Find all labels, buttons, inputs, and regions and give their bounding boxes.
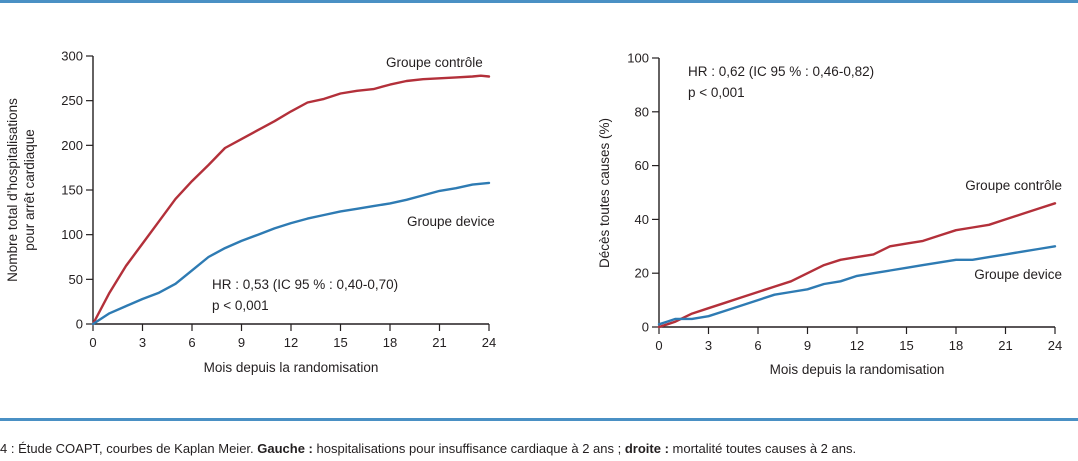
left-x-tick-label: 9 — [238, 335, 245, 350]
right-x-tick-label: 18 — [949, 338, 963, 353]
left-y-tick-label: 50 — [69, 272, 83, 287]
left-x-tick-label: 3 — [139, 335, 146, 350]
right-y-axis-title: Décès toutes causes (%) — [597, 118, 612, 268]
right-x-tick-label: 12 — [850, 338, 864, 353]
left-annotation-line: p < 0,001 — [212, 298, 269, 313]
left-y-axis-title: Nombre total d’hospitalisations — [5, 98, 20, 282]
right-y-tick-label: 60 — [635, 158, 649, 173]
right-x-tick-label: 24 — [1048, 338, 1062, 353]
left-series-label-control: Groupe contrôle — [386, 55, 483, 70]
right-series-label-device: Groupe device — [974, 267, 1062, 282]
right-y-tick-label: 80 — [635, 104, 649, 119]
left-x-tick-label: 15 — [333, 335, 347, 350]
figure-caption: 4 : Étude COAPT, courbes de Kaplan Meier… — [0, 441, 856, 456]
left-series-line-device — [91, 181, 491, 326]
left-x-tick-label: 12 — [284, 335, 298, 350]
left-series-line-control — [91, 74, 491, 326]
right-x-tick-label: 3 — [705, 338, 712, 353]
left-y-axis-title: pour arrêt cardiaque — [22, 129, 37, 251]
caption-text-1: Étude COAPT, courbes de Kaplan Meier. — [18, 441, 258, 456]
caption-bold-right: droite : — [624, 441, 669, 456]
left-x-tick-label: 0 — [89, 335, 96, 350]
right-y-tick-label: 0 — [642, 320, 649, 335]
right-x-tick-label: 9 — [804, 338, 811, 353]
left-y-tick-label: 100 — [61, 227, 83, 242]
right-x-tick-label: 15 — [899, 338, 913, 353]
caption-text-2: hospitalisations pour insuffisance cardi… — [312, 441, 625, 456]
left-y-tick-label: 250 — [61, 93, 83, 108]
left-x-axis-title: Mois depuis la randomisation — [204, 360, 379, 375]
right-x-tick-label: 21 — [998, 338, 1012, 353]
left-y-tick-label: 200 — [61, 138, 83, 153]
right-y-tick-label: 20 — [635, 266, 649, 281]
left-x-tick-label: 24 — [482, 335, 496, 350]
right-series-line-control — [657, 202, 1057, 329]
left-y-tick-label: 300 — [61, 49, 83, 64]
left-x-tick-label: 21 — [432, 335, 446, 350]
left-x-tick-label: 6 — [188, 335, 195, 350]
left-x-tick-label: 18 — [383, 335, 397, 350]
right-annotation-line: HR : 0,62 (IC 95 % : 0,46-0,82) — [688, 64, 874, 79]
caption-bold-left: Gauche : — [257, 441, 313, 456]
right-annotation-line: p < 0,001 — [688, 85, 745, 100]
left-series-label-device: Groupe device — [407, 214, 495, 229]
left-y-tick-label: 0 — [76, 317, 83, 332]
top-divider — [0, 0, 1078, 3]
right-y-tick-label: 40 — [635, 212, 649, 227]
right-x-tick-label: 0 — [655, 338, 662, 353]
caption-prefix: 4 : — [0, 441, 19, 456]
left-y-tick-label: 150 — [61, 183, 83, 198]
right-x-axis-title: Mois depuis la randomisation — [770, 362, 945, 377]
left-annotation-line: HR : 0,53 (IC 95 % : 0,40-0,70) — [212, 277, 398, 292]
right-series-label-control: Groupe contrôle — [965, 178, 1062, 193]
right-x-tick-label: 6 — [754, 338, 761, 353]
bottom-divider — [0, 418, 1078, 421]
right-series-line-device — [657, 245, 1057, 326]
caption-text-3: mortalité toutes causes à 2 ans. — [668, 441, 857, 456]
right-y-tick-label: 100 — [627, 51, 649, 66]
